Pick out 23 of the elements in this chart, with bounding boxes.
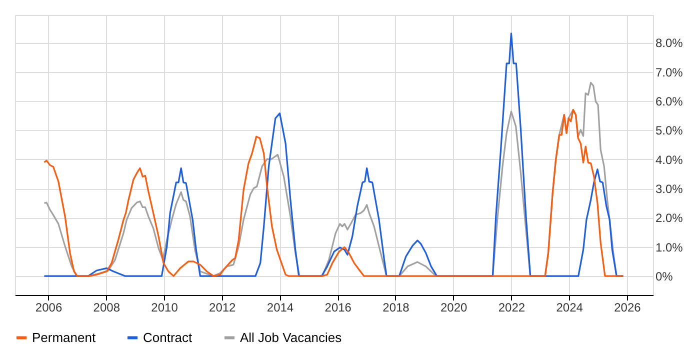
x-tick-label: 2008 [93, 300, 120, 314]
y-tick-label: 4.0% [656, 152, 684, 167]
x-tick-label: 2020 [440, 300, 468, 314]
y-tick-label: 5.0% [656, 124, 684, 138]
y-tick-label: 0% [656, 270, 674, 284]
x-tick-label: 2012 [209, 300, 236, 314]
y-tick-label: 2.0% [656, 211, 684, 226]
x-tick-label: 2006 [35, 300, 62, 314]
x-tick-label: 2026 [614, 300, 642, 314]
y-tick-label: 7.0% [656, 65, 684, 80]
y-tick-label: 8.0% [656, 36, 684, 50]
x-tick-label: 2010 [151, 300, 178, 314]
y-tick-label: 1.0% [656, 240, 684, 254]
x-tick-label: 2016 [324, 300, 352, 314]
y-tick-label: 6.0% [656, 94, 684, 109]
x-tick-label: 2014 [266, 300, 294, 314]
x-tick-label: 2024 [556, 300, 584, 314]
legend-label: Permanent [32, 330, 96, 345]
x-tick-label: 2022 [498, 300, 526, 314]
y-tick-label: 3.0% [656, 182, 684, 196]
legend-label: Contract [143, 330, 193, 345]
legend-label: All Job Vacancies [240, 330, 342, 345]
x-tick-label: 2018 [382, 300, 410, 314]
